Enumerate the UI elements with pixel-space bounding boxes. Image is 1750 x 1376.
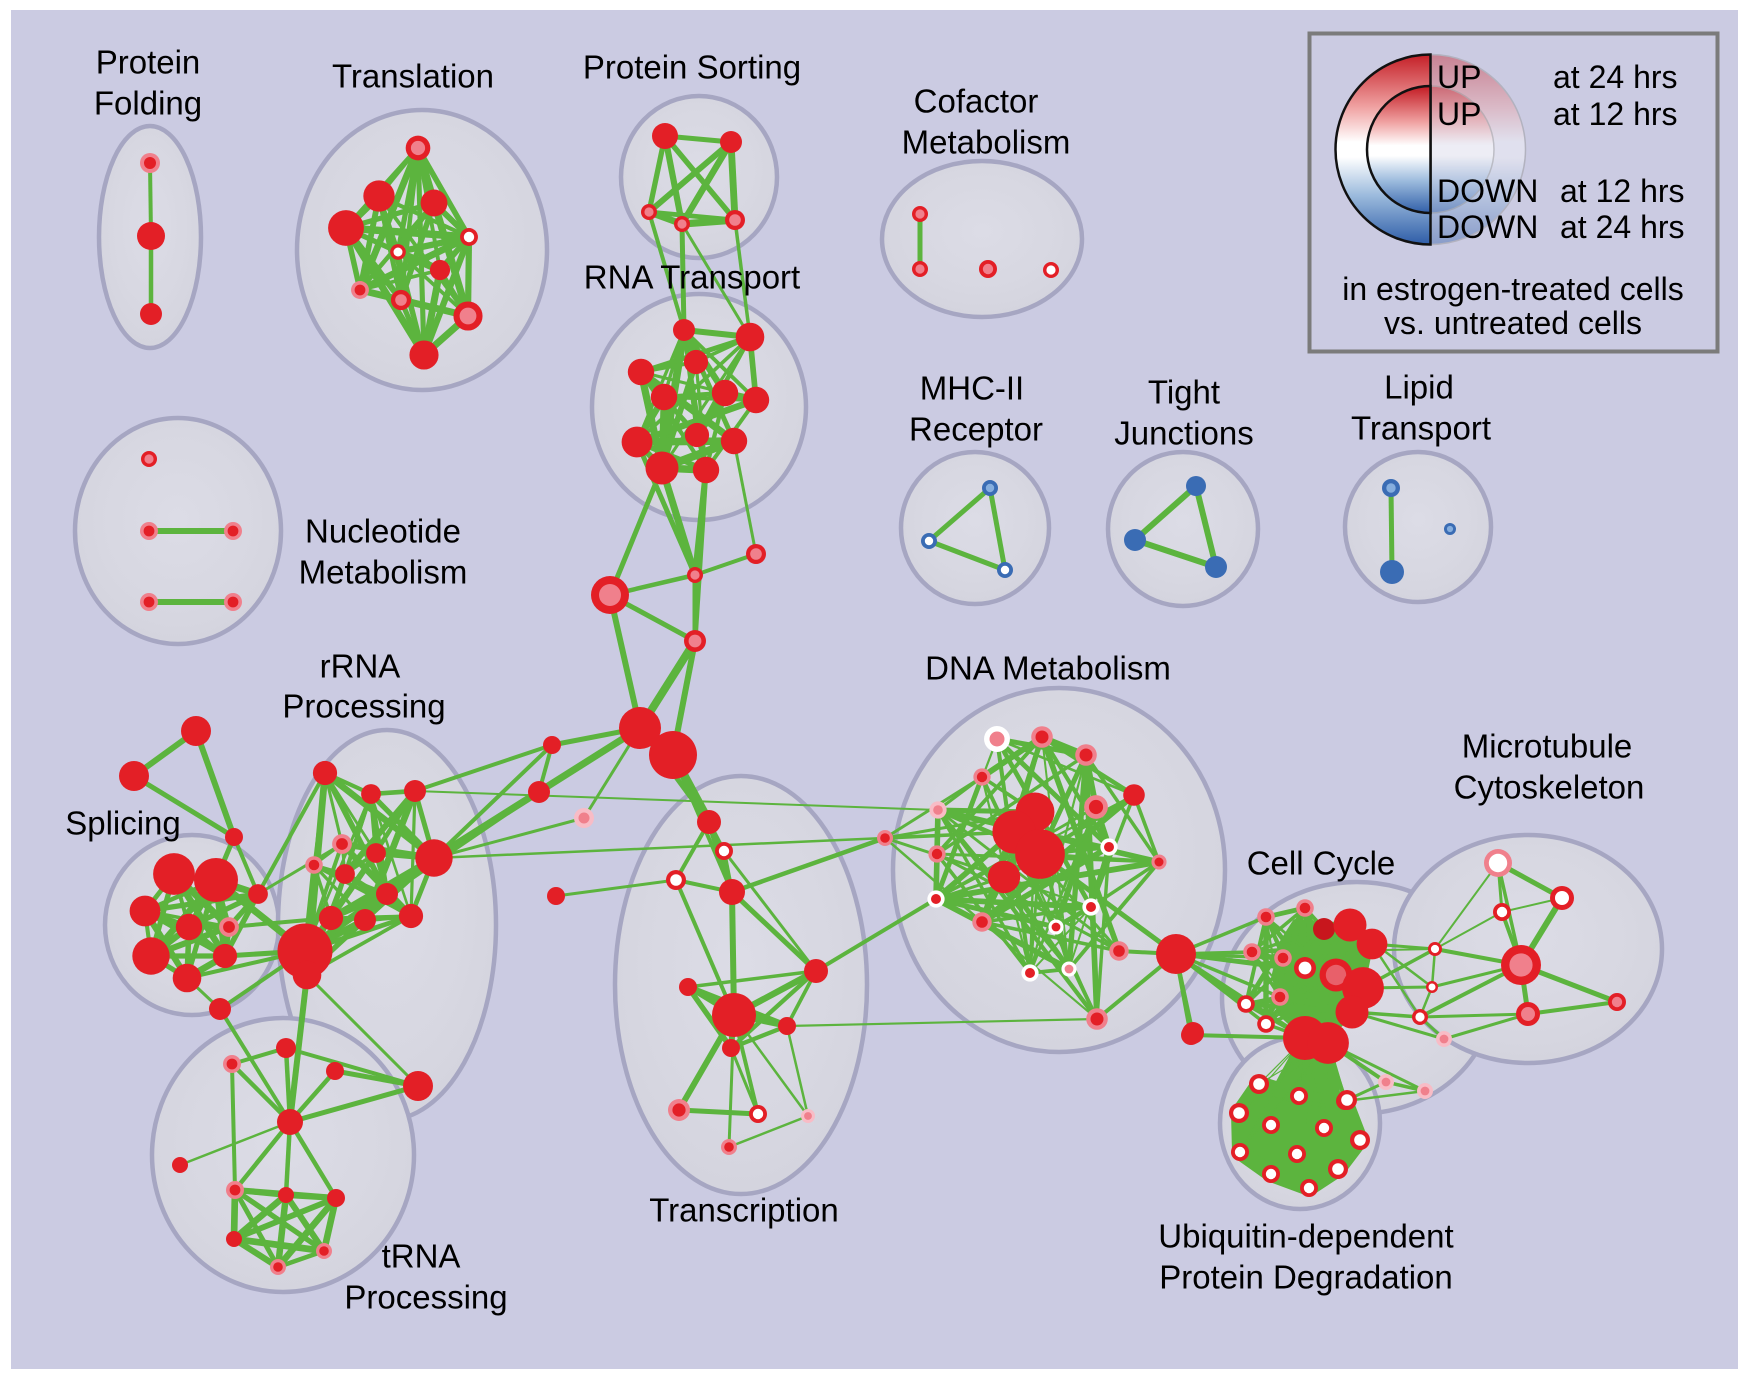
svg-text:Nucleotide: Nucleotide (305, 513, 461, 550)
svg-text:Junctions: Junctions (1114, 415, 1253, 452)
svg-text:DOWN: DOWN (1437, 173, 1538, 209)
svg-text:Tight: Tight (1148, 374, 1220, 411)
svg-text:Receptor: Receptor (909, 411, 1043, 448)
svg-text:in estrogen-treated cells: in estrogen-treated cells (1342, 271, 1684, 307)
svg-text:at 24 hrs: at 24 hrs (1553, 59, 1678, 95)
svg-text:Folding: Folding (94, 85, 202, 122)
svg-text:Lipid: Lipid (1384, 369, 1454, 406)
svg-text:Splicing: Splicing (65, 805, 181, 842)
svg-text:tRNA: tRNA (382, 1238, 461, 1275)
svg-text:DOWN: DOWN (1437, 209, 1538, 245)
svg-text:UP: UP (1437, 59, 1481, 95)
svg-text:Microtubule: Microtubule (1462, 728, 1633, 765)
svg-text:Processing: Processing (344, 1279, 507, 1316)
svg-text:Translation: Translation (332, 58, 494, 95)
svg-text:vs. untreated cells: vs. untreated cells (1384, 305, 1642, 341)
svg-text:rRNA: rRNA (320, 648, 401, 685)
svg-text:Protein Sorting: Protein Sorting (583, 49, 801, 86)
svg-text:at 12 hrs: at 12 hrs (1553, 96, 1678, 132)
svg-text:Protein Degradation: Protein Degradation (1159, 1259, 1453, 1296)
svg-text:at 24 hrs: at 24 hrs (1560, 209, 1685, 245)
svg-text:Cofactor: Cofactor (914, 83, 1039, 120)
svg-text:RNA Transport: RNA Transport (584, 259, 800, 296)
svg-text:Cell Cycle: Cell Cycle (1247, 845, 1396, 882)
svg-text:Processing: Processing (282, 688, 445, 725)
svg-text:MHC-II: MHC-II (920, 370, 1024, 407)
svg-text:Metabolism: Metabolism (299, 554, 468, 591)
svg-text:at 12 hrs: at 12 hrs (1560, 173, 1685, 209)
svg-text:Ubiquitin-dependent: Ubiquitin-dependent (1158, 1218, 1453, 1255)
svg-text:Cytoskeleton: Cytoskeleton (1454, 769, 1645, 806)
svg-text:Transport: Transport (1351, 410, 1491, 447)
svg-text:UP: UP (1437, 96, 1481, 132)
svg-text:Metabolism: Metabolism (902, 124, 1071, 161)
svg-text:Transcription: Transcription (649, 1192, 839, 1229)
svg-text:Protein: Protein (96, 44, 201, 81)
svg-text:DNA Metabolism: DNA Metabolism (925, 650, 1171, 687)
